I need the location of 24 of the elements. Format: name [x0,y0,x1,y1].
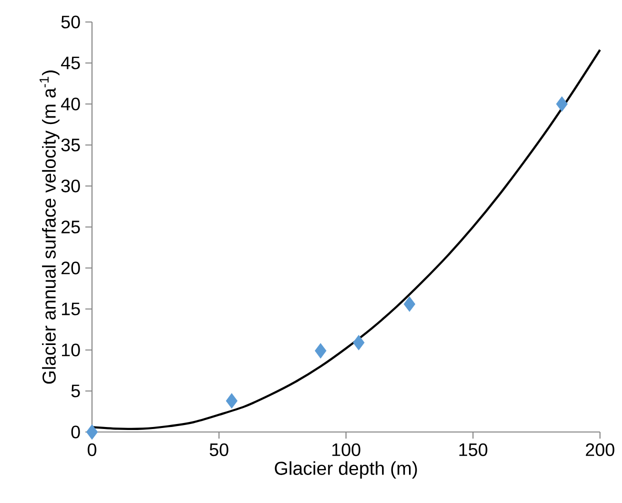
x-tick-label: 100 [332,443,360,456]
point [556,96,568,112]
point [404,296,416,312]
y-tick-label: 5 [71,384,80,398]
x-tick-label: 50 [210,443,228,456]
y-tick-label: 15 [62,302,80,316]
x-tick-label: 200 [586,443,614,456]
x-tick-label: 0 [88,443,96,456]
y-tick-label: 10 [62,344,80,356]
y-tick-label: 40 [61,98,80,110]
y-axis-title: Glacier annual surface velocity (m a$^{-1}$) [40,70,60,384]
y-tick-label: 30 [61,180,80,192]
y-tick-label: 25 [62,220,80,234]
y-tick-label: 0 [71,426,80,438]
point [226,393,238,408]
x-axis-title: Glacier depth (m) [274,461,417,479]
x-tick-label: 150 [459,443,488,456]
y-tick-label: 35 [61,138,80,152]
y-tick-label: 50 [61,16,80,28]
y-tick-label: 20 [62,262,80,274]
point [314,343,326,358]
y-tick-label: 45 [61,56,80,70]
point [352,335,364,350]
point [86,424,98,440]
